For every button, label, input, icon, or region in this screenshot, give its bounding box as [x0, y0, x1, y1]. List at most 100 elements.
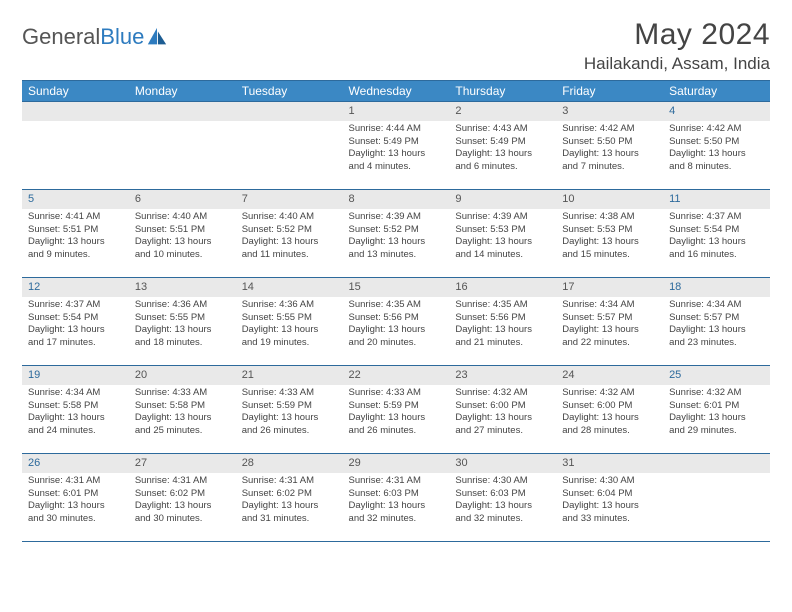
daylight-text: Daylight: 13 hours and 25 minutes. [135, 412, 230, 438]
dayname-row: Sunday Monday Tuesday Wednesday Thursday… [22, 81, 770, 102]
day-cell: 7Sunrise: 4:40 AMSunset: 5:52 PMDaylight… [236, 190, 343, 278]
sunrise-text: Sunrise: 4:34 AM [28, 387, 123, 400]
logo-text: GeneralBlue [22, 24, 144, 50]
day-number: 23 [449, 366, 556, 385]
daylight-text: Daylight: 13 hours and 24 minutes. [28, 412, 123, 438]
day-cell: 30Sunrise: 4:30 AMSunset: 6:03 PMDayligh… [449, 454, 556, 542]
sunrise-text: Sunrise: 4:43 AM [455, 123, 550, 136]
logo-word2: Blue [100, 24, 144, 49]
sunset-text: Sunset: 6:00 PM [455, 400, 550, 413]
daylight-text: Daylight: 13 hours and 4 minutes. [349, 148, 444, 174]
daylight-text: Daylight: 13 hours and 6 minutes. [455, 148, 550, 174]
daylight-text: Daylight: 13 hours and 16 minutes. [669, 236, 764, 262]
daylight-text: Daylight: 13 hours and 7 minutes. [562, 148, 657, 174]
sunrise-text: Sunrise: 4:33 AM [349, 387, 444, 400]
day-body: Sunrise: 4:32 AMSunset: 6:00 PMDaylight:… [556, 385, 663, 442]
sunset-text: Sunset: 5:57 PM [562, 312, 657, 325]
day-cell [236, 102, 343, 190]
daylight-text: Daylight: 13 hours and 8 minutes. [669, 148, 764, 174]
sunrise-text: Sunrise: 4:32 AM [562, 387, 657, 400]
week-row: 12Sunrise: 4:37 AMSunset: 5:54 PMDayligh… [22, 278, 770, 366]
day-number: 19 [22, 366, 129, 385]
dayname-thu: Thursday [449, 81, 556, 102]
sunset-text: Sunset: 6:04 PM [562, 488, 657, 501]
day-body: Sunrise: 4:37 AMSunset: 5:54 PMDaylight:… [22, 297, 129, 354]
day-body [663, 473, 770, 533]
day-cell: 13Sunrise: 4:36 AMSunset: 5:55 PMDayligh… [129, 278, 236, 366]
day-cell: 24Sunrise: 4:32 AMSunset: 6:00 PMDayligh… [556, 366, 663, 454]
sunrise-text: Sunrise: 4:32 AM [669, 387, 764, 400]
day-cell: 26Sunrise: 4:31 AMSunset: 6:01 PMDayligh… [22, 454, 129, 542]
sunrise-text: Sunrise: 4:31 AM [135, 475, 230, 488]
sunrise-text: Sunrise: 4:44 AM [349, 123, 444, 136]
day-number: 26 [22, 454, 129, 473]
day-number: 10 [556, 190, 663, 209]
day-body: Sunrise: 4:34 AMSunset: 5:57 PMDaylight:… [556, 297, 663, 354]
dayname-mon: Monday [129, 81, 236, 102]
day-number: 4 [663, 102, 770, 121]
day-cell: 25Sunrise: 4:32 AMSunset: 6:01 PMDayligh… [663, 366, 770, 454]
day-number: 16 [449, 278, 556, 297]
day-cell: 21Sunrise: 4:33 AMSunset: 5:59 PMDayligh… [236, 366, 343, 454]
day-body: Sunrise: 4:39 AMSunset: 5:52 PMDaylight:… [343, 209, 450, 266]
daylight-text: Daylight: 13 hours and 32 minutes. [455, 500, 550, 526]
sunrise-text: Sunrise: 4:31 AM [349, 475, 444, 488]
day-number: 13 [129, 278, 236, 297]
day-number: 24 [556, 366, 663, 385]
day-number [663, 454, 770, 473]
day-body: Sunrise: 4:40 AMSunset: 5:51 PMDaylight:… [129, 209, 236, 266]
day-body [236, 121, 343, 181]
day-cell: 29Sunrise: 4:31 AMSunset: 6:03 PMDayligh… [343, 454, 450, 542]
sunrise-text: Sunrise: 4:37 AM [669, 211, 764, 224]
sunrise-text: Sunrise: 4:36 AM [135, 299, 230, 312]
day-body: Sunrise: 4:32 AMSunset: 6:00 PMDaylight:… [449, 385, 556, 442]
calendar-body: 1Sunrise: 4:44 AMSunset: 5:49 PMDaylight… [22, 102, 770, 542]
sunset-text: Sunset: 6:01 PM [28, 488, 123, 501]
daylight-text: Daylight: 13 hours and 29 minutes. [669, 412, 764, 438]
day-number: 3 [556, 102, 663, 121]
day-cell: 4Sunrise: 4:42 AMSunset: 5:50 PMDaylight… [663, 102, 770, 190]
day-body: Sunrise: 4:35 AMSunset: 5:56 PMDaylight:… [343, 297, 450, 354]
week-row: 1Sunrise: 4:44 AMSunset: 5:49 PMDaylight… [22, 102, 770, 190]
day-cell: 11Sunrise: 4:37 AMSunset: 5:54 PMDayligh… [663, 190, 770, 278]
sunset-text: Sunset: 5:57 PM [669, 312, 764, 325]
sunrise-text: Sunrise: 4:33 AM [242, 387, 337, 400]
sunset-text: Sunset: 6:03 PM [455, 488, 550, 501]
sunset-text: Sunset: 5:59 PM [349, 400, 444, 413]
day-cell: 9Sunrise: 4:39 AMSunset: 5:53 PMDaylight… [449, 190, 556, 278]
day-cell: 20Sunrise: 4:33 AMSunset: 5:58 PMDayligh… [129, 366, 236, 454]
daylight-text: Daylight: 13 hours and 28 minutes. [562, 412, 657, 438]
sunrise-text: Sunrise: 4:34 AM [669, 299, 764, 312]
sunrise-text: Sunrise: 4:31 AM [242, 475, 337, 488]
daylight-text: Daylight: 13 hours and 30 minutes. [28, 500, 123, 526]
day-number: 31 [556, 454, 663, 473]
dayname-sun: Sunday [22, 81, 129, 102]
day-body: Sunrise: 4:35 AMSunset: 5:56 PMDaylight:… [449, 297, 556, 354]
day-body: Sunrise: 4:34 AMSunset: 5:58 PMDaylight:… [22, 385, 129, 442]
day-cell [663, 454, 770, 542]
day-cell: 1Sunrise: 4:44 AMSunset: 5:49 PMDaylight… [343, 102, 450, 190]
month-title: May 2024 [584, 18, 770, 52]
sunrise-text: Sunrise: 4:36 AM [242, 299, 337, 312]
daylight-text: Daylight: 13 hours and 30 minutes. [135, 500, 230, 526]
week-row: 26Sunrise: 4:31 AMSunset: 6:01 PMDayligh… [22, 454, 770, 542]
day-body: Sunrise: 4:41 AMSunset: 5:51 PMDaylight:… [22, 209, 129, 266]
day-cell: 17Sunrise: 4:34 AMSunset: 5:57 PMDayligh… [556, 278, 663, 366]
day-cell: 14Sunrise: 4:36 AMSunset: 5:55 PMDayligh… [236, 278, 343, 366]
sunrise-text: Sunrise: 4:30 AM [562, 475, 657, 488]
sunset-text: Sunset: 5:53 PM [455, 224, 550, 237]
daylight-text: Daylight: 13 hours and 33 minutes. [562, 500, 657, 526]
dayname-fri: Friday [556, 81, 663, 102]
sunset-text: Sunset: 5:53 PM [562, 224, 657, 237]
day-cell [129, 102, 236, 190]
day-cell: 16Sunrise: 4:35 AMSunset: 5:56 PMDayligh… [449, 278, 556, 366]
sunrise-text: Sunrise: 4:37 AM [28, 299, 123, 312]
sunset-text: Sunset: 5:55 PM [135, 312, 230, 325]
logo-sail-icon [146, 26, 168, 48]
daylight-text: Daylight: 13 hours and 19 minutes. [242, 324, 337, 350]
sunset-text: Sunset: 5:59 PM [242, 400, 337, 413]
day-body [129, 121, 236, 181]
day-cell: 8Sunrise: 4:39 AMSunset: 5:52 PMDaylight… [343, 190, 450, 278]
sunset-text: Sunset: 5:58 PM [135, 400, 230, 413]
day-body: Sunrise: 4:36 AMSunset: 5:55 PMDaylight:… [129, 297, 236, 354]
